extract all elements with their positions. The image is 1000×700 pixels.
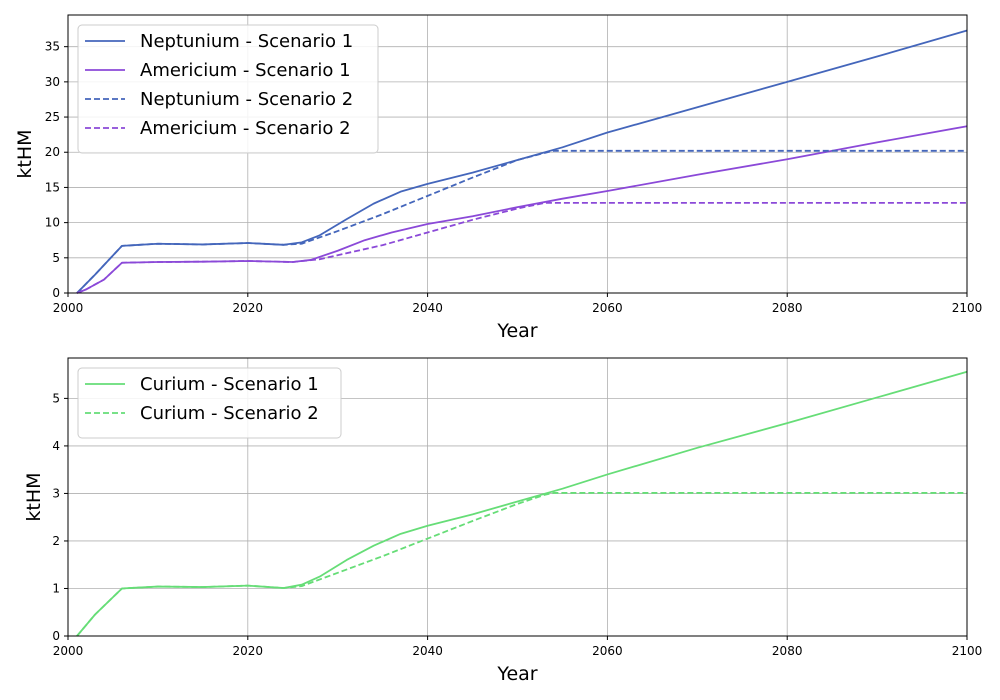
y-tick-label: 5 <box>52 391 60 405</box>
x-tick-label: 2000 <box>53 644 84 658</box>
x-tick-label: 2080 <box>772 644 803 658</box>
y-tick-label: 0 <box>52 629 60 643</box>
x-tick-label: 2060 <box>592 644 623 658</box>
legend: Neptunium - Scenario 1 Americium - Scenar… <box>77 24 379 154</box>
series-line-neptunium-scenario-2 <box>76 149 967 294</box>
y-axis-title: ktHM <box>14 129 36 178</box>
legend-label: Neptunium - Scenario 2 <box>140 89 353 110</box>
x-axis-title: Year <box>496 320 537 342</box>
x-axis-title: Year <box>496 663 537 685</box>
legend-box <box>77 24 379 154</box>
y-tick-label: 10 <box>45 216 60 230</box>
legend-box <box>77 367 342 439</box>
x-tick-label: 2000 <box>53 301 84 315</box>
x-tick-label: 2040 <box>412 301 443 315</box>
y-tick-label: 20 <box>45 145 60 159</box>
chart-panel-1: 2000 2020 2040 2060 2080 2100 0 5 10 15 20 25 30 35 Ye… <box>14 14 983 342</box>
y-tick-label: 5 <box>52 251 60 265</box>
y-tick-label: 30 <box>45 75 60 89</box>
series-line-americium-scenario-2 <box>76 202 967 294</box>
legend: Curium - Scenario 1 Curium - Scenario 2 <box>77 367 342 439</box>
legend-label: Neptunium - Scenario 1 <box>140 31 353 52</box>
x-tick-label: 2100 <box>952 644 983 658</box>
y-tick-label: 35 <box>45 40 60 54</box>
series-line-curium-scenario-1 <box>76 370 968 637</box>
legend-label: Americium - Scenario 1 <box>140 60 351 81</box>
y-tick-label: 4 <box>52 439 60 453</box>
y-tick-label: 1 <box>52 581 60 595</box>
legend-label: Curium - Scenario 2 <box>140 403 319 424</box>
y-axis-title: ktHM <box>23 472 45 521</box>
y-tick-label: 2 <box>52 534 60 548</box>
x-tick-label: 2080 <box>772 301 803 315</box>
legend-label: Americium - Scenario 2 <box>140 118 351 139</box>
x-tick-label: 2020 <box>233 301 264 315</box>
x-tick-label: 2060 <box>592 301 623 315</box>
axes-frame <box>67 357 968 637</box>
series-line-neptunium-scenario-1 <box>76 29 968 294</box>
x-tick-label: 2040 <box>412 644 443 658</box>
y-tick-label: 0 <box>52 286 60 300</box>
chart-panel-2: 2000 2020 2040 2060 2080 2100 0 1 2 3 4 5 Year ktHM Cu… <box>23 357 983 685</box>
x-tick-label: 2100 <box>952 301 983 315</box>
y-tick-label: 25 <box>45 110 60 124</box>
x-tick-label: 2020 <box>233 644 264 658</box>
y-tick-label: 15 <box>45 180 60 194</box>
axes-frame <box>67 14 968 294</box>
series-line-curium-scenario-2 <box>76 492 967 637</box>
y-tick-label: 3 <box>52 486 60 500</box>
legend-label: Curium - Scenario 1 <box>140 374 319 395</box>
